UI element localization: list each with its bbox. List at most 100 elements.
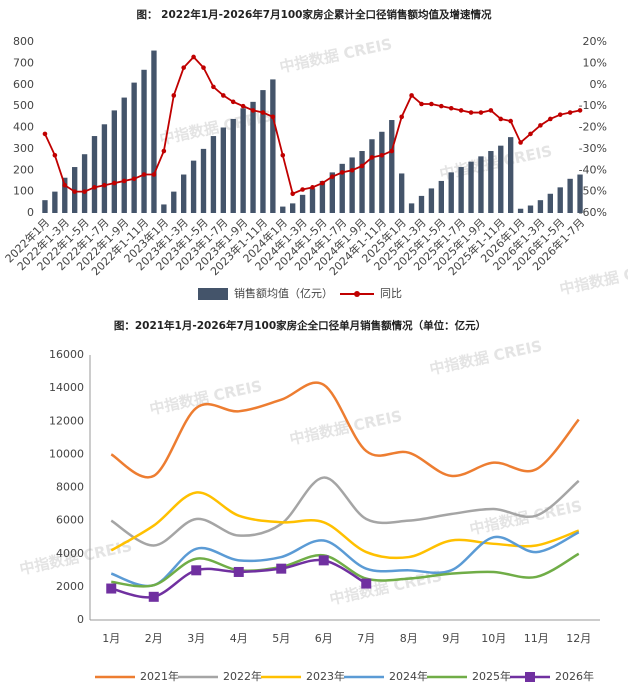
bar [359,151,365,213]
x-tick-label: 4月 [230,632,248,645]
marker [508,118,513,124]
bar [280,206,286,213]
bar [260,90,266,213]
marker [230,99,236,105]
line [110,381,580,479]
marker [141,172,147,177]
y2-tick-label: -60% [579,206,607,219]
bar [190,160,197,213]
marker [518,140,523,145]
bar [62,177,68,213]
bar [141,69,147,213]
bar [52,191,58,213]
bar [537,200,544,213]
marker [339,170,345,175]
marker [260,110,266,115]
marker [488,108,494,113]
bar [121,97,127,213]
marker [458,108,464,113]
y2-tick-label: -30% [579,142,607,155]
legend-label: 同比 [380,287,402,300]
bar [319,180,326,213]
marker [112,180,117,186]
marker [498,116,504,122]
y2-tick-label: -50% [579,185,607,198]
marker [318,555,329,566]
x-tick-label: 12月 [566,632,591,645]
marker [148,591,159,602]
bar [369,139,375,213]
bar [91,136,98,213]
bar [418,195,425,213]
x-tick-label: 5月 [272,632,290,645]
y-tick-label: 500 [13,99,34,112]
marker [102,182,107,188]
bar [329,172,335,213]
bar [458,167,464,213]
x-tick-label: 10月 [481,632,506,645]
y-tick-label: 2000 [56,580,84,593]
chart-title: 图：2021年1月-2026年7月100家房企全口径单月销售额情况（单位：亿元） [114,319,486,332]
bar [438,180,444,213]
marker [52,152,58,158]
marker [201,65,206,70]
marker [538,123,543,128]
marker [151,172,157,177]
bar [428,188,435,213]
bar [210,136,217,213]
marker [389,148,395,154]
y-tick-label: 8000 [56,481,84,494]
bar [230,118,236,213]
bar [527,205,534,213]
bar [181,174,187,213]
bar [339,163,345,213]
marker [320,180,325,186]
y-tick-label: 700 [13,56,34,69]
legend-label: 销售额均值（亿元） [234,286,333,300]
line [111,552,580,588]
marker [233,566,244,577]
marker [528,131,533,137]
marker [330,174,335,179]
bar [171,191,177,213]
marker [557,112,563,117]
bar [448,172,454,213]
marker [409,93,414,98]
y2-tick-label: -20% [579,121,607,134]
x-tick-label: 2月 [145,632,163,645]
marker [280,152,286,158]
bar [309,188,316,213]
bar [270,79,276,213]
bar [161,204,167,213]
legend-swatch [354,291,360,297]
marker [369,155,375,160]
x-tick-label: 6月 [315,632,333,645]
bar [101,124,108,213]
y-tick-label: 12000 [49,414,84,427]
y2-tick-label: 0% [590,78,607,91]
bar [478,156,484,213]
marker [82,189,87,194]
marker [548,116,553,122]
y-tick-label: 600 [13,78,34,91]
bar [111,110,117,213]
y-tick-label: 800 [13,35,34,48]
bar [81,154,88,213]
marker [468,110,474,115]
marker [478,110,484,115]
y-tick-label: 14000 [49,381,84,394]
marker [276,563,287,574]
y-tick-label: 0 [77,613,84,626]
marker [171,93,177,98]
marker [361,578,372,589]
watermark: 中指数据 CREIS [278,35,394,76]
marker [131,176,137,182]
marker [577,108,583,113]
bar [508,137,514,213]
bar [547,193,553,213]
watermark: 中指数据 CREIS [438,142,554,183]
marker [191,54,196,60]
marker [399,114,404,120]
watermark: 中指数据 CREIS [428,337,544,378]
